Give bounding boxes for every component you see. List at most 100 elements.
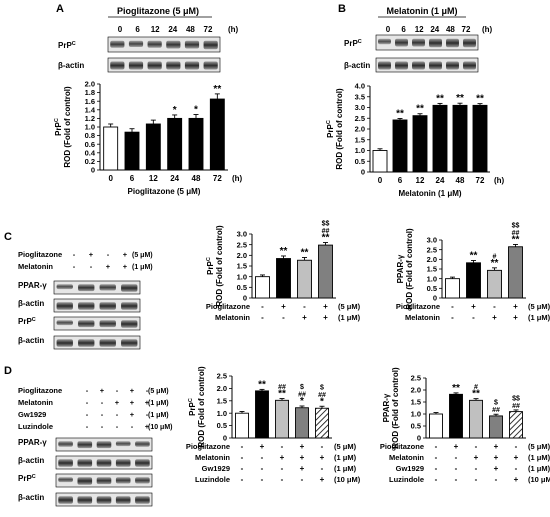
panel-d-prpc-strip-lane-0 xyxy=(58,477,73,483)
row-dose: (1 μM) xyxy=(528,313,550,322)
row-sign: - xyxy=(301,475,304,484)
panel-a-prpc-strip-lane-3 xyxy=(166,40,181,49)
panel-a-actin-strip-lane-0 xyxy=(110,61,125,70)
panel-label-a: A xyxy=(56,3,64,15)
panel-c-actin-strip-1-lane-1 xyxy=(78,302,95,310)
bar xyxy=(449,393,463,439)
y-tick-label: 0.2 xyxy=(85,157,95,166)
significance-label: ** xyxy=(476,94,484,105)
x-tick-label: 72 xyxy=(476,176,485,185)
row-sign: - xyxy=(455,475,458,484)
bar xyxy=(103,126,119,171)
row-sign: - xyxy=(435,453,438,462)
row-sign: + xyxy=(300,442,305,451)
panel-d-actin-strip-1 xyxy=(55,455,153,470)
panel-c-ppar-strip-lane-0 xyxy=(56,284,73,290)
y-tick-label: 1.5 xyxy=(427,265,437,274)
y-axis-label: ROD (Fold of control) xyxy=(335,88,344,170)
y-tick-label: 0 xyxy=(433,294,437,303)
row-treatment-name: Melatonin xyxy=(389,453,424,462)
panel-c-actin-strip-1-lane-0 xyxy=(56,302,73,310)
panel-b-prpc-strip-lane-3 xyxy=(429,38,442,48)
panel-b-actin-strip-frame xyxy=(375,57,479,73)
row-sign: + xyxy=(300,464,305,473)
panel-d-actin-strip-1-lane-0 xyxy=(58,459,73,467)
panel-d-actin-strip-1-lane-2 xyxy=(96,459,112,467)
panel-c-blot: Pioglitazone - + - + (5 μM) Melatonin - - + + (1 μM… xyxy=(18,250,153,350)
bar xyxy=(255,390,269,439)
panel-d-ppar-chart: 0 0.5 1.0 1.5 2.0 2.5 ROD (Fold of control)PPA… xyxy=(380,367,550,484)
significance-label: # xyxy=(493,253,497,260)
y-tick-label: 2.0 xyxy=(427,255,437,264)
y-tick-label: 0 xyxy=(361,168,365,177)
row-sign: + xyxy=(320,453,325,462)
panel-d-ppar-strip-lane-4 xyxy=(135,441,150,447)
significance-label: ** xyxy=(436,93,444,104)
panel-a-actin-strip-lane-1 xyxy=(128,61,144,70)
row-sign: - xyxy=(455,453,458,462)
y-tick-label: 0.8 xyxy=(85,131,95,140)
panel-c-actin-strip-1-frame xyxy=(53,298,141,313)
time-label: 12 xyxy=(415,25,424,34)
panel-label-c: C xyxy=(4,231,12,243)
y-tick-label: 1.8 xyxy=(85,88,95,97)
panel-b-prpc-strip-lane-5 xyxy=(463,38,476,48)
row-sign: + xyxy=(494,453,499,462)
row-sign: + xyxy=(454,442,459,451)
panel-d-actin-strip-1-lane-3 xyxy=(115,459,131,467)
bar xyxy=(466,262,481,299)
time-label: 72 xyxy=(462,25,471,34)
significance-label: ** xyxy=(491,258,499,269)
time-label: 48 xyxy=(186,25,195,34)
row-sign: + xyxy=(280,453,285,462)
panel-a-prpc-strip-frame xyxy=(107,36,221,53)
treatment-name: Pioglitazone xyxy=(18,250,62,259)
panel-d-ppar-strip-lane-1 xyxy=(77,441,93,449)
row-sign: - xyxy=(435,464,438,473)
row-treatment-name: Gw1929 xyxy=(202,464,230,473)
row-sign: - xyxy=(435,442,438,451)
x-tick-label: 72 xyxy=(213,174,222,183)
y-axis-label-target: PrPC xyxy=(54,118,63,136)
y-tick-label: 2.5 xyxy=(411,374,421,383)
panel-d-actin-label-2: β-actin xyxy=(18,493,44,502)
panel-d-prpc-label: PrPC xyxy=(18,474,36,483)
row-sign: + xyxy=(302,313,307,322)
row-treatment-name: Pioglitazone xyxy=(380,442,424,451)
row-sign: - xyxy=(495,475,498,484)
y-tick-label: 3.0 xyxy=(237,230,247,239)
treatment-sign: + xyxy=(123,250,128,259)
time-label: 24 xyxy=(168,25,177,34)
panel-d-treatment-rows: Pioglitazone - + - + - (5 μM)Melatonin - - + + +(1 … xyxy=(18,386,173,431)
row-sign: - xyxy=(281,475,284,484)
y-tick-label: 2.0 xyxy=(355,125,365,134)
panel-d-prpc-strip-lane-4 xyxy=(135,477,150,484)
treatment-sign: - xyxy=(131,422,134,431)
row-treatment-name: Pioglitazone xyxy=(396,302,440,311)
treatment-sign: + xyxy=(123,262,128,271)
panel-c-ppar-strip-lane-3 xyxy=(121,284,138,292)
row-sign: + xyxy=(260,442,265,451)
bar xyxy=(429,413,443,439)
treatment-sign: + xyxy=(89,250,94,259)
panel-b-prpc-label: PrPC xyxy=(344,39,362,48)
bar xyxy=(392,119,408,173)
panel-c-prpc-strip-lane-0 xyxy=(56,320,73,326)
y-axis-label: ROD (Fold of control) xyxy=(215,225,224,307)
y-tick-label: 1.0 xyxy=(237,272,247,281)
treatment-sign: - xyxy=(101,398,104,407)
row-sign: + xyxy=(514,453,519,462)
time-label: 12 xyxy=(151,25,160,34)
row-treatment-name: Melatonin xyxy=(215,313,250,322)
significance-label: $$ xyxy=(512,222,520,229)
bar xyxy=(469,399,483,439)
row-sign: + xyxy=(471,302,476,311)
panel-d-prpc-strip-lane-2 xyxy=(96,477,112,485)
bar xyxy=(445,278,460,299)
treatment-sign: - xyxy=(101,422,104,431)
panel-a-actin-band xyxy=(107,57,221,73)
y-axis-label: ROD (Fold of control) xyxy=(197,366,206,448)
row-sign: - xyxy=(261,464,264,473)
row-treatment-name: Melatonin xyxy=(405,313,440,322)
